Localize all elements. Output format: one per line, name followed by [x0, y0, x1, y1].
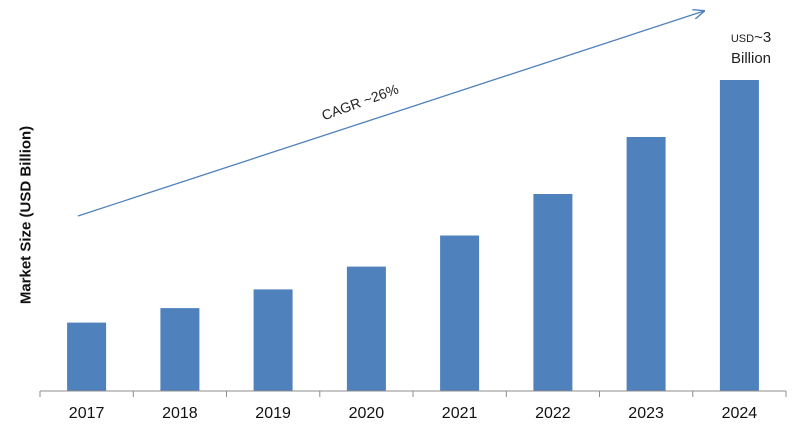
x-tick-label-2024: 2024 — [722, 405, 758, 422]
bar-2018 — [160, 308, 200, 391]
x-tick-label-2017: 2017 — [69, 405, 105, 422]
x-tick-label-2019: 2019 — [255, 405, 291, 422]
x-ticks-group — [39, 391, 787, 397]
bar-2021 — [440, 235, 480, 391]
x-tick-label-2022: 2022 — [535, 405, 571, 422]
annotation-prefix: USD — [730, 33, 755, 45]
bar-2022 — [533, 194, 573, 391]
bars-group — [67, 80, 759, 391]
cagr-trend-arrow — [77, 11, 704, 217]
x-tick-label-2021: 2021 — [442, 405, 478, 422]
x-tick-label-2020: 2020 — [349, 405, 385, 422]
bar-2017 — [67, 322, 107, 391]
end-value-annotation: USD~3 Billion — [724, 28, 778, 68]
x-tick-label-2018: 2018 — [162, 405, 198, 422]
x-tick-label-2023: 2023 — [628, 405, 664, 422]
bar-2024 — [719, 80, 759, 391]
bar-2020 — [346, 266, 386, 391]
bar-2019 — [253, 289, 293, 391]
annotation-unit: Billion — [730, 50, 772, 67]
bar-2023 — [626, 137, 666, 391]
x-tick-labels-group: 2017 2018 2019 2020 2021 2022 2023 2024 — [69, 405, 757, 422]
annotation-value: ~3 — [754, 29, 772, 46]
